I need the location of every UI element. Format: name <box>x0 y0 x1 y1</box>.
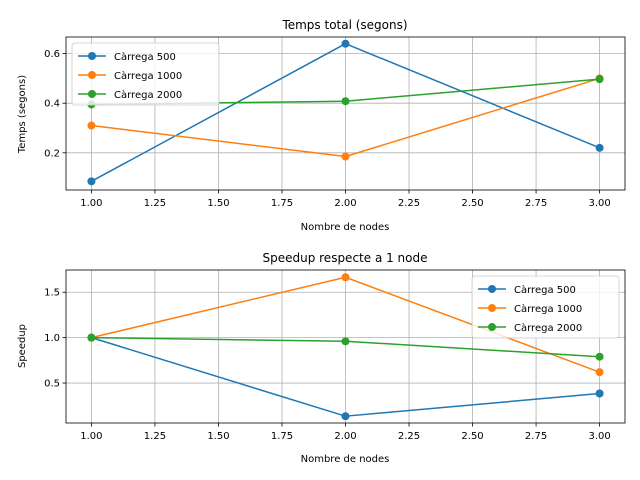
chart-1-series-2-point <box>87 121 96 130</box>
chart-1-y-tick-label: 0.4 <box>44 99 60 110</box>
chart-2-series-1-point <box>595 389 604 398</box>
chart-1-legend-label: Càrrega 500 <box>114 51 176 63</box>
chart-2-y-tick-label: 0.5 <box>44 379 60 390</box>
chart-1-series-1-point <box>341 39 350 48</box>
chart-1-legend-label: Càrrega 2000 <box>114 89 182 101</box>
chart-2-y-tick-label: 1.5 <box>44 288 60 299</box>
chart-1-title: Temps total (segons) <box>281 18 407 32</box>
chart-1-series-1-point <box>87 177 96 186</box>
chart-2-x-tick-label: 1.50 <box>207 431 229 442</box>
chart-2-x-tick-label: 2.25 <box>398 431 420 442</box>
chart-1-frame <box>65 36 626 191</box>
chart-2-series <box>87 273 604 421</box>
chart-1-x-tick-label: 2.75 <box>525 198 547 209</box>
chart-2-ylabel: Speedup <box>17 324 28 368</box>
chart-2-ticks: 1.00 1.25 1.50 1.75 2.00 2.25 2.50 2.75 3.00 0.5 1… <box>44 288 611 442</box>
chart-1-series-3-point <box>341 97 350 106</box>
chart-2-x-tick-label: 2.75 <box>525 431 547 442</box>
chart-2-legend-box <box>471 275 620 339</box>
chart-2-title: Speedup respecte a 1 node <box>262 251 427 265</box>
chart-2-x-tick-label: 1.25 <box>144 431 166 442</box>
chart-1-xlabel: Nombre de nodes <box>301 222 390 233</box>
chart-1-x-tick-label: 1.75 <box>271 198 293 209</box>
chart-2-legend-swatch-marker <box>488 285 496 293</box>
chart-1-x-tick-label: 1.00 <box>80 198 102 209</box>
chart-1-x-tick-label: 1.25 <box>144 198 166 209</box>
chart-total-time: Temps total (segons) Nombre de nodes Tem… <box>17 18 626 233</box>
chart-2-y-tick-label: 1.0 <box>44 333 60 344</box>
chart-2-legend-label: Càrrega 1000 <box>514 303 582 315</box>
chart-1-series-1-point <box>595 143 604 152</box>
chart-1-legend-swatch-marker <box>88 52 96 60</box>
chart-1-x-tick-label: 2.25 <box>398 198 420 209</box>
chart-2-x-tick-label: 2.00 <box>334 431 356 442</box>
chart-1-legend-box <box>71 42 220 106</box>
chart-1-legend: Càrrega 500 Càrrega 1000 Càrrega 2000 <box>71 42 220 106</box>
chart-2-x-tick-label: 3.00 <box>588 431 610 442</box>
chart-2-legend-label: Càrrega 500 <box>514 284 576 296</box>
chart-2-legend-swatch-marker <box>488 304 496 312</box>
chart-1-y-tick-label: 0.2 <box>44 148 60 159</box>
chart-2-legend-label: Càrrega 2000 <box>514 322 582 334</box>
chart-2-series-2-point <box>341 273 350 282</box>
chart-1-x-tick-label: 1.50 <box>207 198 229 209</box>
chart-2-x-tick-label: 1.00 <box>80 431 102 442</box>
chart-2-series-3-point <box>341 337 350 346</box>
chart-1-legend-swatch-marker <box>88 90 96 98</box>
chart-2-series-1-point <box>341 412 350 421</box>
chart-2-x-tick-label: 1.75 <box>271 431 293 442</box>
chart-1-ticks: 1.00 1.25 1.50 1.75 2.00 2.25 2.50 2.75 3.00 0.2 0… <box>44 49 611 209</box>
chart-1-y-tick-label: 0.6 <box>44 49 60 60</box>
chart-1-x-tick-label: 2.50 <box>461 198 483 209</box>
chart-2-series-3-point <box>87 333 96 342</box>
chart-2-series-3-point <box>595 352 604 361</box>
chart-1-legend-swatch-marker <box>88 71 96 79</box>
chart-1-x-tick-label: 3.00 <box>588 198 610 209</box>
chart-2-x-tick-label: 2.50 <box>461 431 483 442</box>
chart-2-legend-swatch-marker <box>488 323 496 331</box>
chart-2-legend: Càrrega 500 Càrrega 1000 Càrrega 2000 <box>471 275 620 339</box>
chart-2-frame <box>65 269 626 424</box>
chart-1-series-3-point <box>595 75 604 84</box>
chart-2-series-2-point <box>595 368 604 377</box>
chart-1-x-tick-label: 2.00 <box>334 198 356 209</box>
chart-1-ylabel: Temps (segons) <box>17 75 28 154</box>
chart-speedup: Speedup respecte a 1 node Nombre de node… <box>17 251 626 465</box>
chart-1-legend-label: Càrrega 1000 <box>114 70 182 82</box>
chart-2-xlabel: Nombre de nodes <box>301 454 390 465</box>
chart-1-series-2-point <box>341 152 350 161</box>
